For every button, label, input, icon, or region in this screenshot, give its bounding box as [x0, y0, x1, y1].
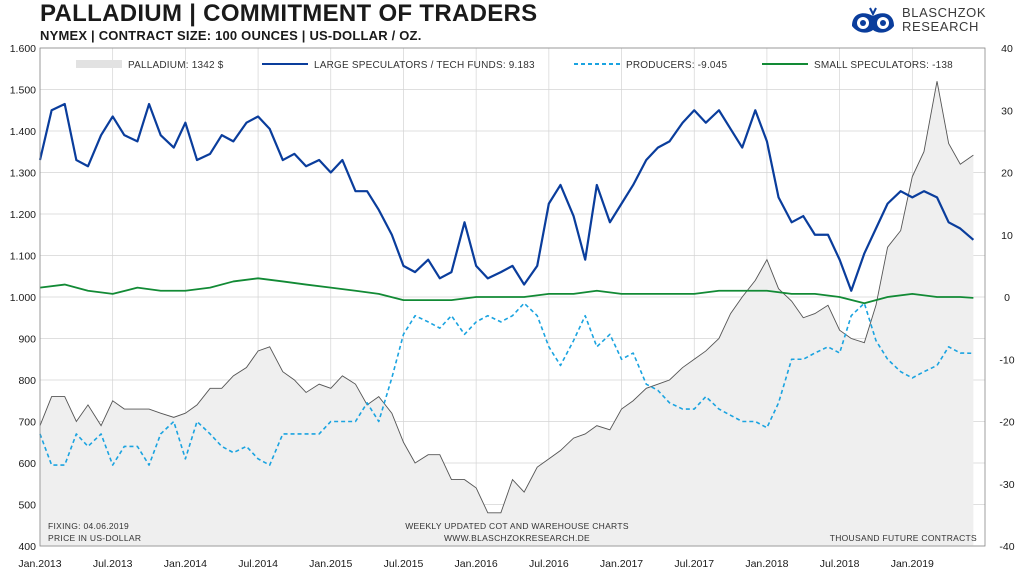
left-tick-label: 500	[18, 500, 36, 512]
brand-name-line2: RESEARCH	[902, 19, 980, 34]
right-tick-label: -30	[999, 479, 1014, 491]
right-tick-label: 0	[1004, 292, 1010, 304]
right-tick-label: 10	[1001, 230, 1013, 242]
left-tick-label: 1.100	[10, 251, 36, 263]
x-tick-label: Jul.2017	[674, 558, 714, 570]
footer-price-unit: PRICE IN US-DOLLAR	[48, 533, 141, 543]
legend-label: PALLADIUM: 1342 $	[128, 60, 224, 71]
right-tick-label: -10	[999, 354, 1014, 366]
left-tick-label: 900	[18, 334, 36, 346]
left-tick-label: 1.500	[10, 85, 36, 97]
right-tick-label: -20	[999, 417, 1014, 429]
x-axis-ticks: Jan.2013 Jul.2013 Jan.2014 Jul.2014 Jan.2015…	[18, 558, 934, 570]
legend-label: PRODUCERS: -9.045	[626, 60, 727, 71]
right-tick-label: 30	[1001, 105, 1013, 117]
price-area-fill	[40, 81, 974, 546]
brand-name-line1: BLASCHZOK	[902, 5, 987, 20]
large-speculators-line	[38, 102, 975, 292]
footer-center-line1: WEEKLY UPDATED COT AND WAREHOUSE CHARTS	[405, 521, 629, 531]
right-tick-label: 20	[1001, 168, 1013, 180]
owl-logo-icon	[852, 7, 894, 33]
legend-palladium: PALLADIUM: 1342 $	[76, 60, 224, 71]
x-tick-label: Jan.2017	[600, 558, 643, 570]
left-tick-label: 1.300	[10, 168, 36, 180]
left-tick-label: 1.400	[10, 126, 36, 138]
legend-small-speculators: SMALL SPECULATORS: -138	[762, 60, 953, 71]
left-tick-label: 700	[18, 417, 36, 429]
left-tick-label: 1.600	[10, 43, 36, 55]
legend-large-speculators: LARGE SPECULATORS / TECH FUNDS: 9.183	[262, 60, 535, 71]
x-tick-label: Jan.2016	[455, 558, 498, 570]
x-tick-label: Jan.2015	[309, 558, 352, 570]
footer-fixing: FIXING: 04.06.2019	[48, 521, 129, 531]
plot-frame	[39, 47, 986, 547]
x-tick-label: Jan.2019	[891, 558, 934, 570]
x-tick-label: Jul.2018	[820, 558, 860, 570]
x-tick-label: Jul.2014	[238, 558, 278, 570]
legend-label: LARGE SPECULATORS / TECH FUNDS: 9.183	[314, 60, 535, 71]
price-area-layer	[39, 81, 974, 546]
producers-line	[39, 302, 974, 466]
x-tick-label: Jan.2013	[18, 558, 61, 570]
right-axis-ticks: -40 -30 -20 -10 0 10 20 30 40	[999, 43, 1014, 553]
legend-producers: PRODUCERS: -9.045	[574, 60, 727, 71]
legend-swatch	[76, 60, 122, 68]
footer-center-line2: WWW.BLASCHZOKRESEARCH.DE	[444, 533, 590, 543]
x-tick-label: Jul.2016	[529, 558, 569, 570]
left-tick-label: 400	[18, 541, 36, 553]
left-tick-label: 1.200	[10, 209, 36, 221]
x-tick-label: Jul.2013	[93, 558, 133, 570]
x-tick-label: Jan.2018	[745, 558, 788, 570]
price-line	[39, 81, 974, 514]
series-layer	[38, 102, 975, 466]
left-tick-label: 800	[18, 375, 36, 387]
right-tick-label: -40	[999, 541, 1014, 553]
left-tick-label: 600	[18, 458, 36, 470]
left-axis-ticks: 400 500 600 700 800 900 1.000 1.100 1.200 1.300 1.…	[10, 43, 36, 553]
footer-right-unit: THOUSAND FUTURE CONTRACTS	[830, 533, 977, 543]
chart-subtitle: NYMEX | CONTRACT SIZE: 100 OUNCES | US-D…	[40, 28, 422, 43]
brand-name: BLASCHZOK RESEARCH	[902, 6, 986, 34]
right-tick-label: 40	[1001, 43, 1013, 55]
legend-label: SMALL SPECULATORS: -138	[814, 60, 953, 71]
left-tick-label: 1.000	[10, 292, 36, 304]
x-tick-label: Jul.2015	[384, 558, 424, 570]
legend: PALLADIUM: 1342 $ LARGE SPECULATORS / TEC…	[76, 60, 953, 71]
small-speculators-line	[39, 277, 974, 305]
chart-title: PALLADIUM | COMMITMENT OF TRADERS	[40, 0, 538, 27]
brand-logo: BLASCHZOK RESEARCH	[848, 4, 998, 40]
x-tick-label: Jan.2014	[164, 558, 207, 570]
